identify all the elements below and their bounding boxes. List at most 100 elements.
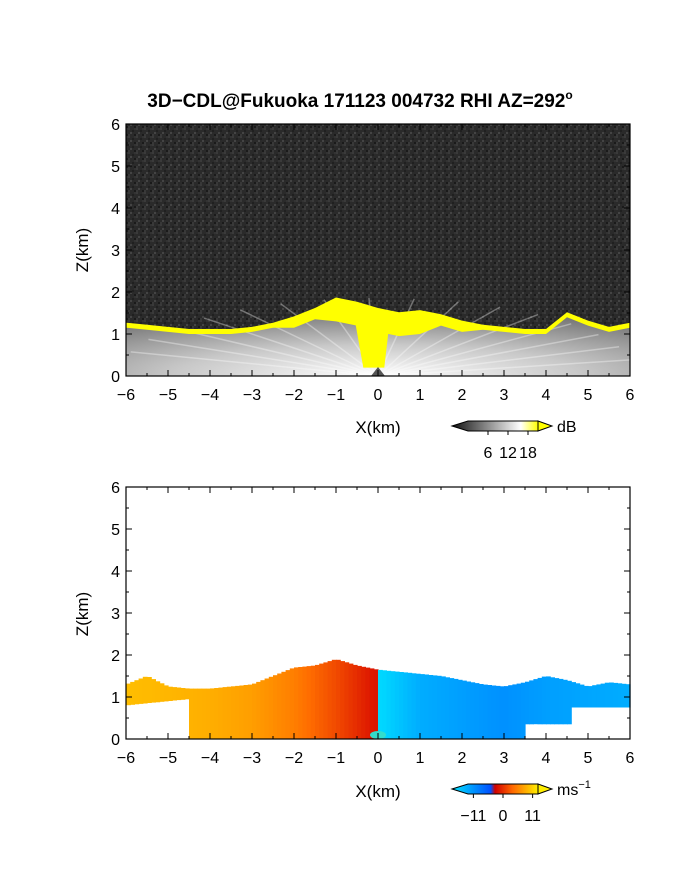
velocity-column xyxy=(365,667,371,739)
velocity-column xyxy=(159,683,165,702)
velocity-column xyxy=(331,659,337,739)
beam-streak xyxy=(148,338,379,377)
velocity-column xyxy=(415,673,421,739)
y-tick-label: 0 xyxy=(111,732,120,749)
velocity-column xyxy=(604,682,610,708)
y-tick-label: 5 xyxy=(111,159,120,176)
velocity-column xyxy=(189,688,194,739)
velocity-column xyxy=(134,680,140,705)
x-tick-label: −3 xyxy=(243,750,261,767)
velocity-column xyxy=(336,659,341,739)
colorbar-ticks: −11 0 11 xyxy=(460,794,541,825)
x-tick-label: −1 xyxy=(327,750,345,767)
velocity-column xyxy=(428,675,434,739)
reflectivity-echo xyxy=(126,297,633,377)
velocity-column xyxy=(260,680,266,739)
velocity-column xyxy=(596,684,602,708)
velocity-column xyxy=(222,687,228,739)
y-tick-label: 1 xyxy=(111,690,120,707)
x-tick-label: −5 xyxy=(159,387,177,404)
y-axis-label: Z(km) xyxy=(73,228,92,272)
y-tick-label: 6 xyxy=(111,117,120,134)
y-axis-label: Z(km) xyxy=(73,592,92,636)
velocity-column xyxy=(231,686,236,739)
velocity-column xyxy=(327,661,333,739)
velocity-column xyxy=(277,673,282,739)
velocity-column xyxy=(214,688,219,739)
velocity-column xyxy=(298,667,303,739)
velocity-column xyxy=(583,685,589,708)
y-tick-label: 3 xyxy=(111,243,120,260)
velocity-column xyxy=(281,671,287,739)
velocity-column xyxy=(344,662,350,739)
velocity-column xyxy=(600,683,606,708)
velocity-column xyxy=(184,688,190,700)
colorbar-unit: ms−1 xyxy=(557,779,591,799)
x-tick-label: −5 xyxy=(159,750,177,767)
velocity-column xyxy=(247,684,253,739)
velocity-column xyxy=(453,678,459,739)
y-tick-label: 5 xyxy=(111,522,120,539)
velocity-column xyxy=(529,680,534,725)
velocity-column xyxy=(487,685,492,739)
x-tick-label: 1 xyxy=(416,387,425,404)
beam-streak xyxy=(239,309,379,377)
velocity-column xyxy=(285,670,291,739)
velocity-column xyxy=(176,687,182,701)
colorbar-body xyxy=(450,783,539,795)
velocity-column xyxy=(142,676,148,704)
velocity-column xyxy=(197,688,203,739)
velocity-column xyxy=(289,668,295,739)
velocity-column xyxy=(306,666,312,739)
colorbar-max-arrow xyxy=(537,420,554,432)
y-tick-label: 0 xyxy=(111,369,120,386)
velocity-column xyxy=(432,675,438,739)
velocity-column xyxy=(151,679,156,703)
cloud-column-echo xyxy=(352,308,391,368)
x-tick-label: 2 xyxy=(458,387,467,404)
x-tick-label: −2 xyxy=(285,387,303,404)
velocity-column xyxy=(256,681,261,739)
velocity-column xyxy=(302,666,308,739)
velocity-column xyxy=(512,684,518,739)
velocity-column xyxy=(625,684,631,708)
velocity-column xyxy=(571,682,576,708)
velocity-column xyxy=(436,675,442,739)
velocity-column xyxy=(403,672,408,739)
velocity-column xyxy=(499,686,505,739)
velocity-column xyxy=(382,670,387,739)
velocity-column xyxy=(243,685,249,739)
x-tick-label: 5 xyxy=(584,750,593,767)
y-tick-label: 2 xyxy=(111,648,120,665)
velocity-column xyxy=(483,684,488,739)
beam-streak xyxy=(377,333,599,377)
velocity-column xyxy=(357,665,362,739)
velocity-column xyxy=(294,667,299,739)
x-tick-label: −2 xyxy=(285,750,303,767)
velocity-column xyxy=(147,677,152,703)
beam-streak xyxy=(130,351,379,377)
y-tick-label: 6 xyxy=(111,480,120,497)
y-tick-label: 4 xyxy=(111,201,120,218)
x-tick-label: 3 xyxy=(500,750,509,767)
velocity-column xyxy=(541,676,547,725)
colorbar-body xyxy=(450,420,539,432)
velocity-column xyxy=(609,682,614,708)
x-tick-label: −4 xyxy=(201,387,219,404)
colorbar-tick-label: −11 xyxy=(460,808,486,825)
x-axis: −6 −5 −4 −3 −2 −1 0 1 2 3 4 5 6 xyxy=(117,487,635,767)
velocity-column xyxy=(390,671,396,739)
velocity-column xyxy=(399,672,404,739)
velocity-column xyxy=(138,678,144,704)
beam-streak xyxy=(377,346,620,377)
velocity-column xyxy=(470,682,476,739)
y-tick-label: 3 xyxy=(111,606,120,623)
velocity-column xyxy=(369,668,375,739)
velocity-column xyxy=(130,681,135,705)
chart-title: 3D−CDL@Fukuoka 171123 004732 RHI AZ=292o xyxy=(147,88,572,112)
velocity-column xyxy=(226,686,232,739)
x-tick-label: −6 xyxy=(117,387,135,404)
